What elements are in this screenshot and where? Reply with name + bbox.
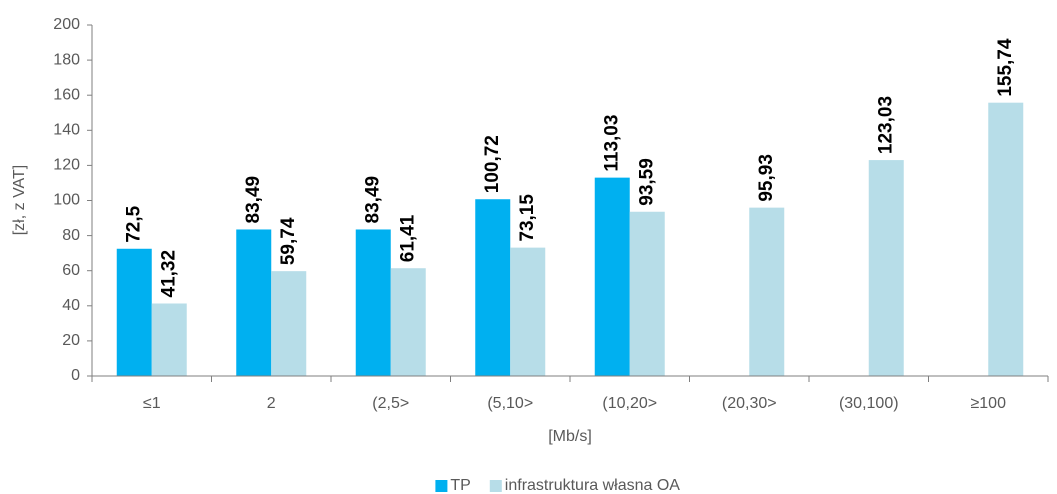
y-tick-label: 200 bbox=[53, 16, 80, 33]
x-tick-label: 2 bbox=[267, 395, 276, 412]
data-label: 83,49 bbox=[243, 176, 264, 224]
data-label: 72,5 bbox=[123, 205, 144, 242]
data-label: 113,03 bbox=[601, 115, 622, 172]
y-tick-label: 60 bbox=[62, 262, 80, 279]
bar bbox=[355, 229, 391, 376]
x-tick-label: ≤1 bbox=[143, 395, 161, 412]
y-tick-label: 40 bbox=[62, 297, 80, 314]
data-label: 93,59 bbox=[636, 158, 657, 206]
bar bbox=[271, 271, 307, 376]
x-tick-label: (5,10> bbox=[487, 395, 533, 412]
y-tick-label: 100 bbox=[53, 192, 80, 209]
data-label: 95,93 bbox=[756, 154, 777, 202]
bar bbox=[151, 303, 187, 376]
bar bbox=[749, 207, 785, 376]
y-tick-label: 140 bbox=[53, 122, 80, 139]
y-tick-label: 180 bbox=[53, 51, 80, 68]
bar bbox=[390, 268, 426, 376]
bar bbox=[116, 248, 152, 376]
y-tick-label: 80 bbox=[62, 227, 80, 244]
data-label: 61,41 bbox=[397, 214, 418, 262]
data-label: 41,32 bbox=[158, 250, 179, 298]
y-tick-label: 160 bbox=[53, 86, 80, 103]
bar bbox=[629, 211, 665, 376]
legend-swatch bbox=[489, 480, 502, 492]
data-label: 100,72 bbox=[482, 135, 503, 193]
bar bbox=[236, 229, 272, 376]
bar bbox=[868, 160, 904, 376]
data-label: 73,15 bbox=[517, 194, 538, 242]
legend-swatch bbox=[435, 480, 448, 492]
data-label: 83,49 bbox=[362, 176, 383, 224]
x-tick-label: (20,30> bbox=[722, 395, 777, 412]
x-axis-label: [Mb/s] bbox=[548, 428, 592, 445]
bar bbox=[475, 199, 511, 376]
bar bbox=[594, 177, 630, 376]
x-tick-label: (2,5> bbox=[372, 395, 409, 412]
legend-label: infrastruktura własna OA bbox=[505, 477, 681, 494]
data-label: 59,74 bbox=[278, 217, 299, 265]
bar bbox=[988, 102, 1024, 376]
legend-label: TP bbox=[450, 477, 470, 494]
data-label: 123,03 bbox=[875, 96, 896, 154]
x-tick-label: ≥100 bbox=[971, 395, 1007, 412]
y-tick-label: 20 bbox=[62, 332, 80, 349]
x-tick-label: (10,20> bbox=[602, 395, 657, 412]
y-tick-label: 120 bbox=[53, 157, 80, 174]
data-label: 155,74 bbox=[995, 38, 1016, 97]
x-tick-label: (30,100) bbox=[839, 395, 899, 412]
y-axis-label: [zł, z VAT] bbox=[11, 165, 28, 236]
y-tick-label: 0 bbox=[71, 367, 80, 384]
bar bbox=[510, 247, 546, 376]
